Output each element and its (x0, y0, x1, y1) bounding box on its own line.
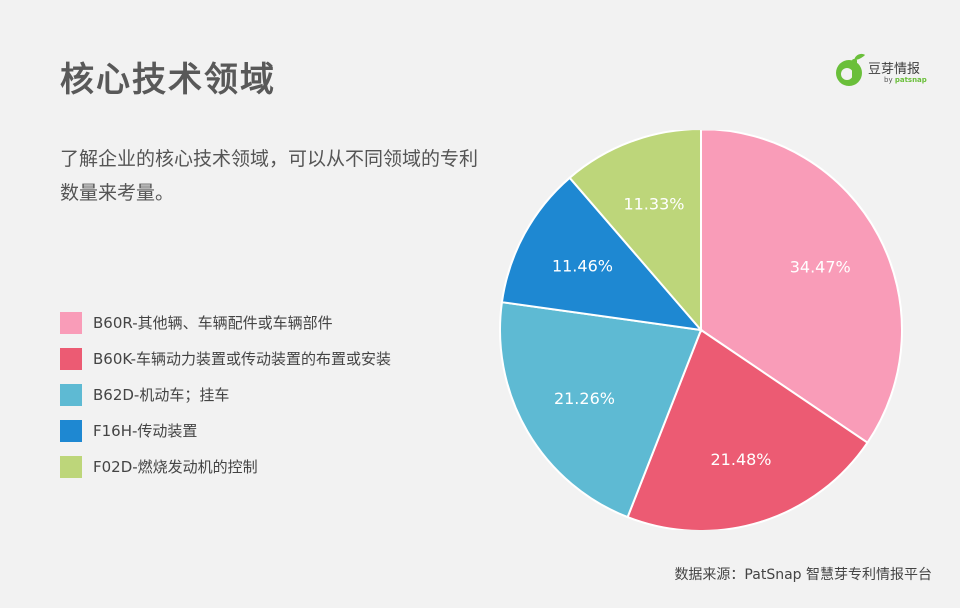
pie-slice (568, 130, 702, 333)
legend-label: F02D-燃烧发动机的控制 (93, 458, 258, 476)
pie-chart: 34.47% 21.48% 21.26% 11.46% 11.33% (499, 130, 903, 530)
legend-swatch (60, 384, 82, 406)
legend-swatch (60, 312, 82, 334)
legend-label: F16H-传动装置 (93, 422, 198, 440)
slice-data-label: 11.46% (552, 256, 613, 275)
page-description: 了解企业的核心技术领域，可以从不同领域的专利数量来考量。 (60, 148, 479, 204)
pie-slice (700, 130, 903, 445)
legend-swatch (60, 456, 82, 478)
legend-label: B62D-机动车；挂车 (93, 386, 230, 404)
pie-slice (626, 328, 869, 530)
data-source: 数据来源：PatSnap 智慧芽专利情报平台 (674, 567, 932, 583)
page-title: 核心技术领域 (60, 60, 276, 100)
legend-label: B60R-其他辆、车辆配件或车辆部件 (93, 314, 333, 332)
logo: 豆芽情报 by patsnap (832, 52, 942, 92)
pie-slice (499, 301, 703, 519)
pie-slice (500, 176, 704, 332)
logo-name: 豆芽情报 (868, 62, 921, 77)
slice-data-label: 21.26% (554, 389, 615, 408)
sprout-logo-icon (836, 53, 865, 86)
logo-byline: by patsnap (884, 76, 927, 84)
legend-swatch (60, 348, 82, 370)
legend-label: B60K-车辆动力装置或传动装置的布置或安装 (93, 350, 392, 368)
slice-data-label: 11.33% (623, 194, 684, 213)
logo-brand: patsnap (894, 76, 927, 84)
logo-by: by (884, 76, 893, 84)
slice-data-label: 21.48% (711, 450, 772, 469)
slice-data-label: 34.47% (790, 258, 851, 277)
legend-swatch (60, 420, 82, 442)
